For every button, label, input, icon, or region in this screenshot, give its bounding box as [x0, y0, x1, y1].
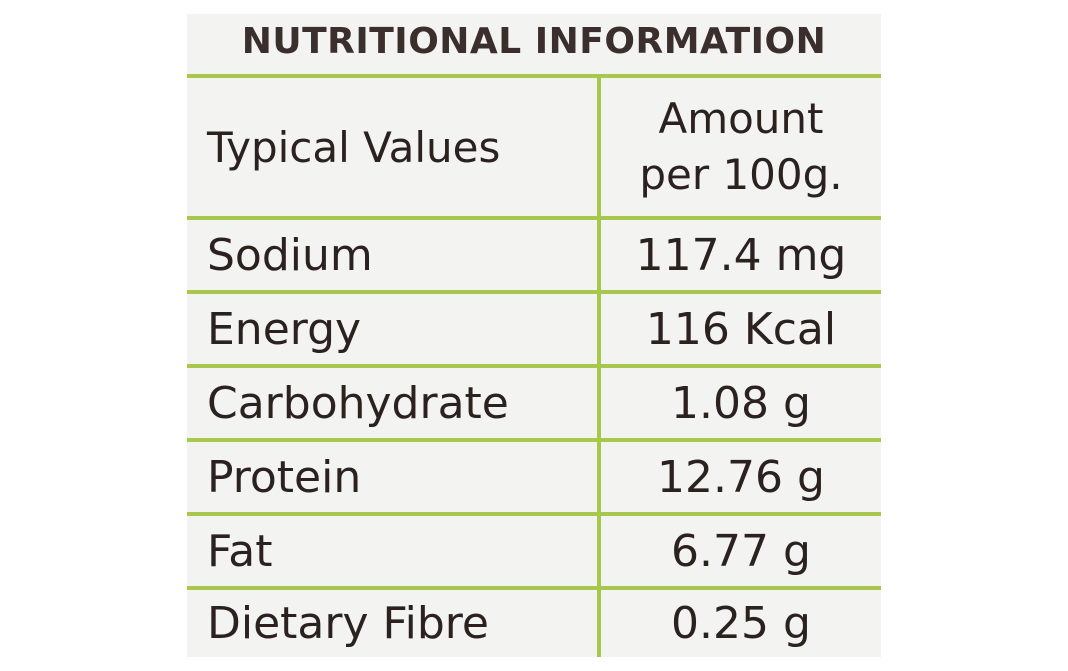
nutrition-label: NUTRITIONAL INFORMATION Typical Values A… [187, 14, 881, 657]
table-rule [187, 586, 881, 590]
table-rule [187, 438, 881, 442]
nutrition-table: Typical Values Amount per 100g. Sodium 1… [187, 74, 881, 657]
nutrient-value: 116 Kcal [645, 303, 837, 355]
header-amount-line1: Amount [658, 94, 824, 143]
table-rule [187, 290, 881, 294]
nutrient-name: Energy [207, 303, 362, 355]
table-row: Dietary Fibre 0.25 g [187, 590, 881, 657]
table-row: Carbohydrate 1.08 g [187, 368, 881, 438]
table-row: Sodium 117.4 mg [187, 220, 881, 290]
header-amount: Amount per 100g. [601, 78, 881, 216]
header-typical-values: Typical Values [207, 122, 501, 172]
table-rule [187, 74, 881, 78]
nutrient-name: Sodium [207, 229, 373, 281]
table-column-divider [597, 74, 601, 657]
nutrient-value: 117.4 mg [635, 229, 847, 281]
table-row: Fat 6.77 g [187, 516, 881, 586]
nutrition-title: NUTRITIONAL INFORMATION [241, 21, 827, 62]
nutrient-name: Fat [207, 525, 273, 577]
nutrient-value: 1.08 g [671, 377, 811, 429]
table-rule [187, 216, 881, 220]
table-rule [187, 364, 881, 368]
nutrient-name: Dietary Fibre [207, 598, 489, 649]
nutrient-name: Carbohydrate [207, 377, 509, 429]
nutrient-value: 12.76 g [657, 451, 825, 503]
table-header-row: Typical Values Amount per 100g. [187, 78, 881, 216]
header-amount-line2: per 100g. [639, 150, 843, 199]
table-row: Energy 116 Kcal [187, 294, 881, 364]
table-rule [187, 512, 881, 516]
nutrient-value: 6.77 g [671, 525, 811, 577]
nutrient-value: 0.25 g [671, 598, 811, 649]
table-row: Protein 12.76 g [187, 442, 881, 512]
nutrient-name: Protein [207, 451, 362, 503]
